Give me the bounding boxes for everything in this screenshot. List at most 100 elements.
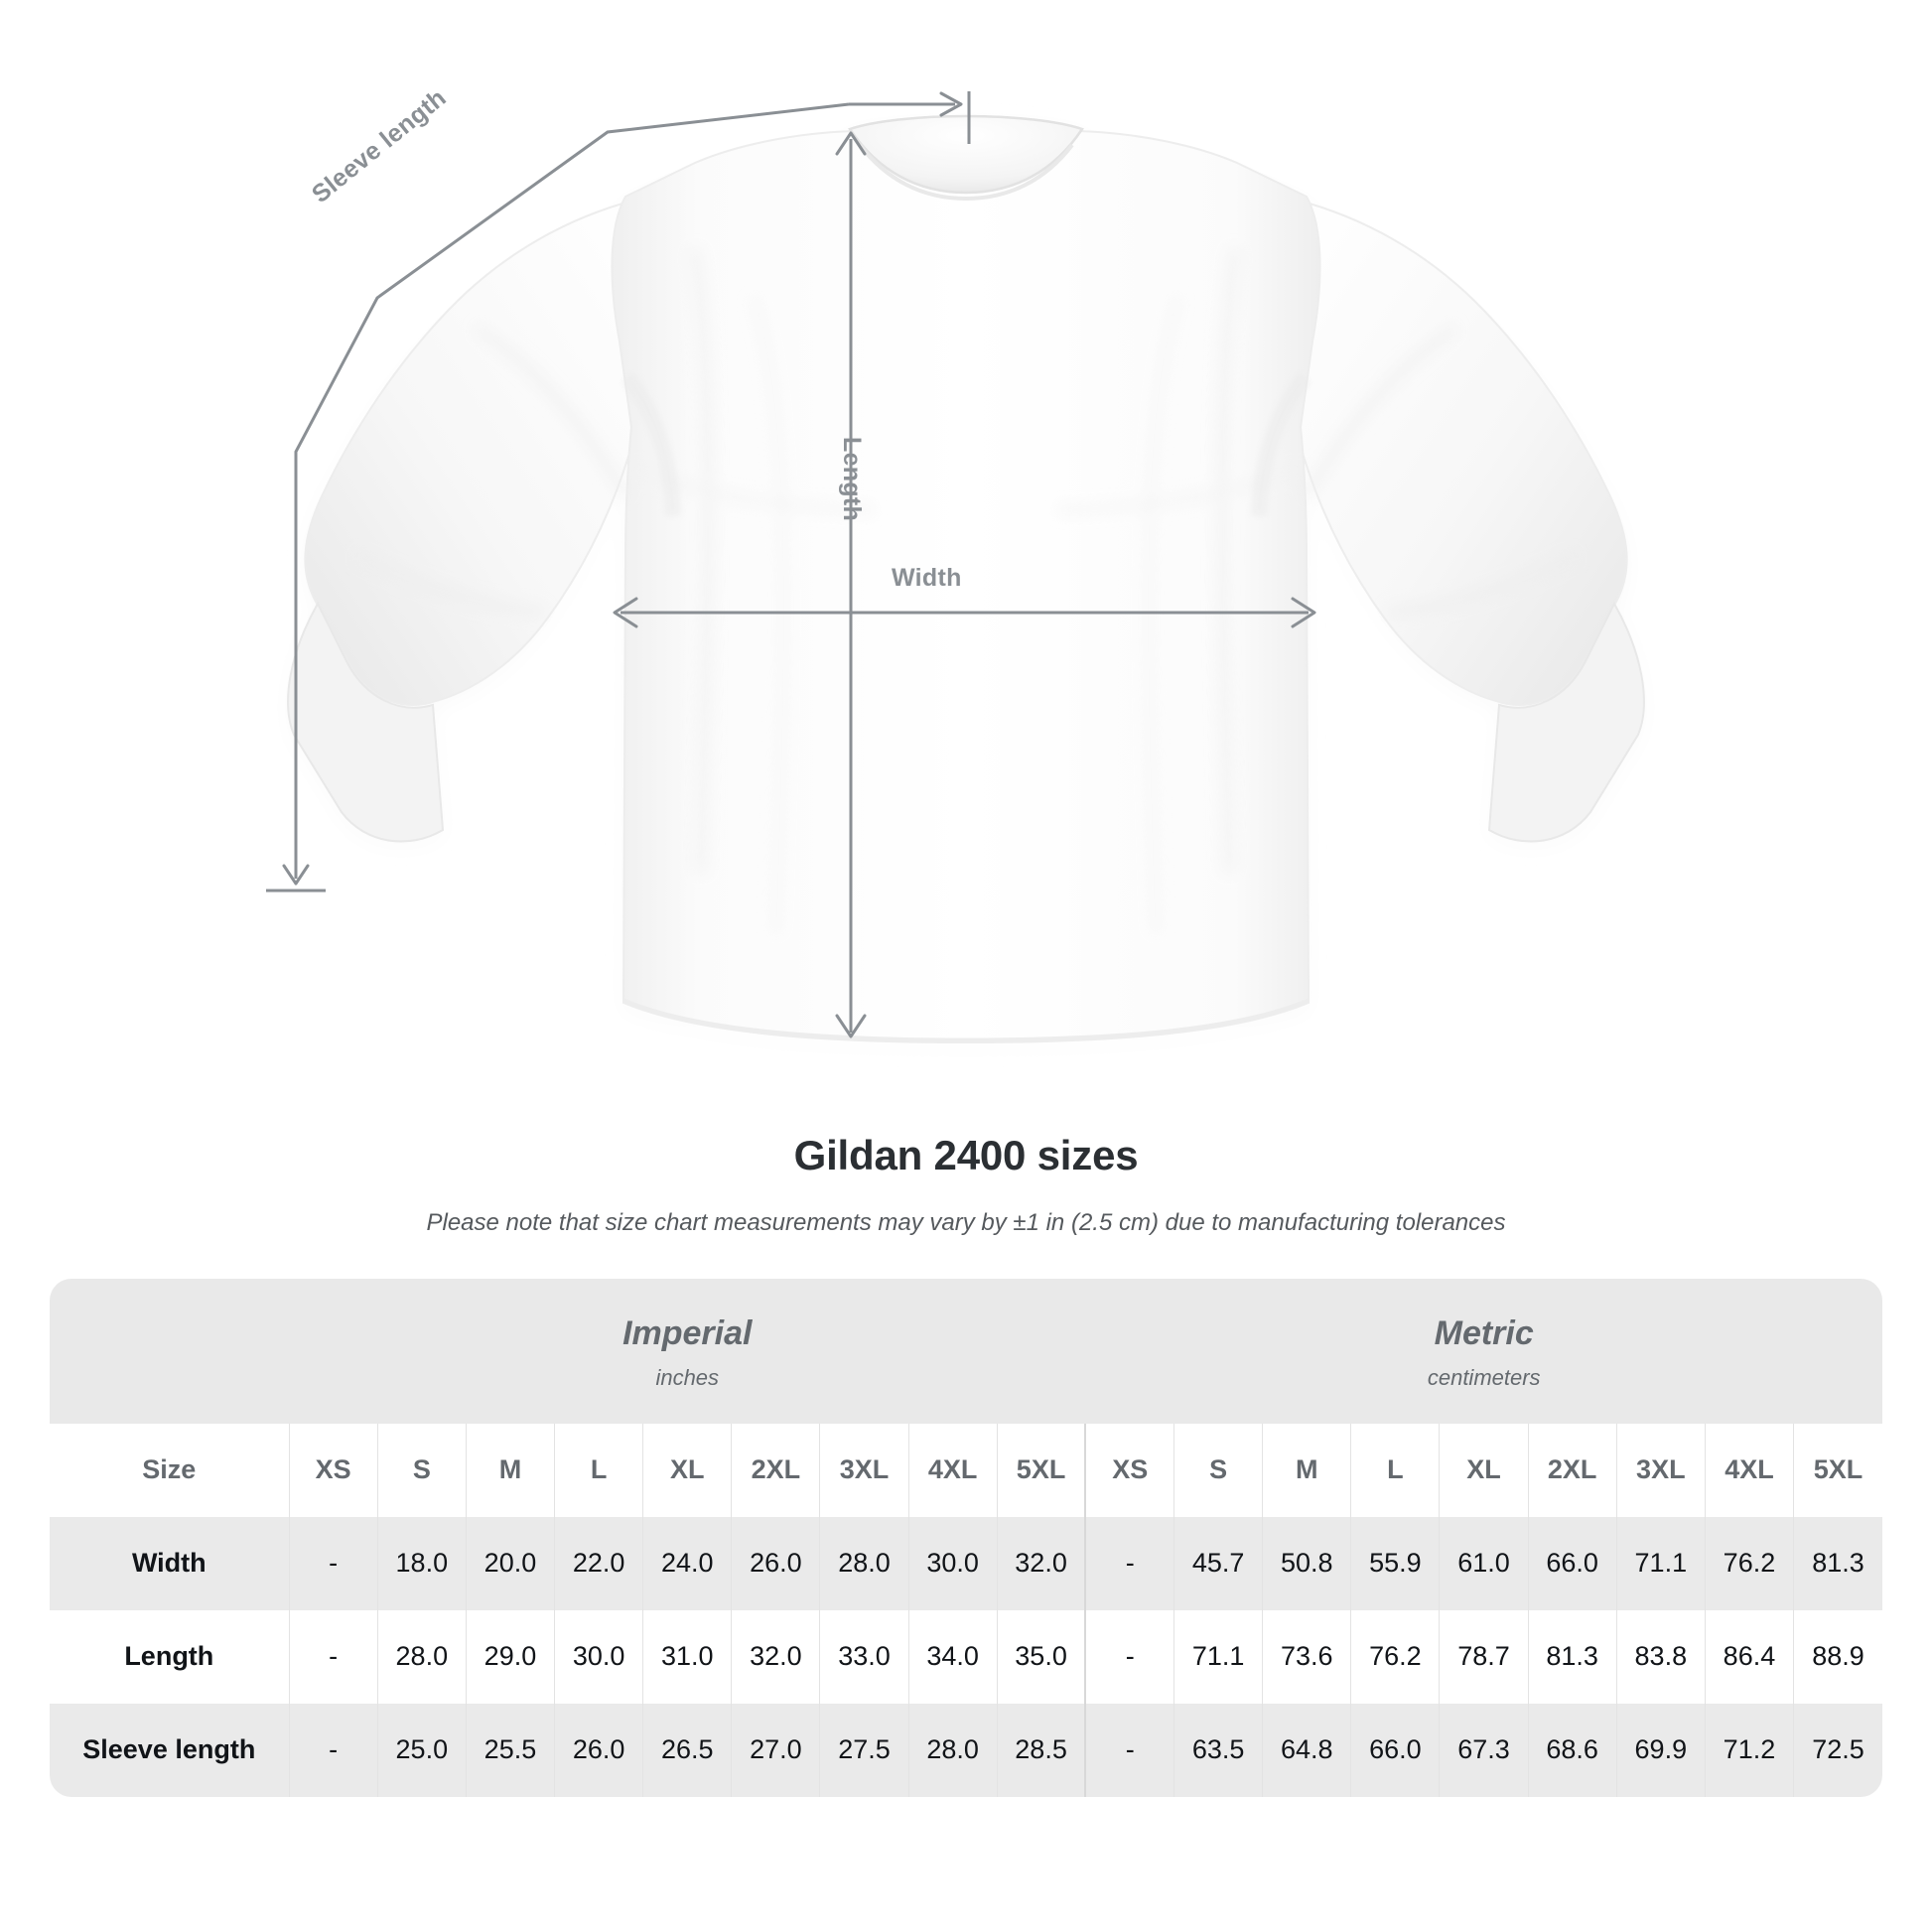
size-table: Imperial inches Metric centimeters Size …: [50, 1279, 1882, 1797]
header-size-metric-xs: XS: [1084, 1423, 1174, 1517]
cell-length-in-xl: 31.0: [642, 1609, 732, 1704]
cell-width-in-s: 18.0: [376, 1516, 467, 1610]
table-row: Sleeve length - 25.0 25.5 26.0 26.5 27.0…: [50, 1703, 1882, 1797]
cell-width-in-5xl: 32.0: [996, 1516, 1086, 1610]
imperial-unit: inches: [655, 1364, 720, 1390]
cell-length-in-l: 30.0: [554, 1609, 643, 1704]
cell-width-cm-3xl: 71.1: [1615, 1516, 1706, 1610]
width-annotation-label: Width: [892, 564, 962, 592]
cell-sleeve-in-5xl: 28.5: [996, 1703, 1086, 1797]
cell-width-in-m: 20.0: [465, 1516, 555, 1610]
cell-length-in-3xl: 33.0: [819, 1609, 909, 1704]
cell-sleeve-cm-4xl: 71.2: [1704, 1703, 1794, 1797]
size-header-row: Size XS S M L XL 2XL 3XL 4XL 5XL XS S M …: [50, 1423, 1882, 1517]
header-size-metric-4xl: 4XL: [1704, 1423, 1794, 1517]
header-size-imperial-5xl: 5XL: [996, 1423, 1086, 1517]
left-sleeve: [304, 202, 641, 706]
cell-width-cm-xl: 61.0: [1439, 1516, 1529, 1610]
cell-length-in-2xl: 32.0: [731, 1609, 820, 1704]
cell-sleeve-in-m: 25.5: [465, 1703, 555, 1797]
length-annotation-label: Length: [838, 437, 866, 522]
cell-width-cm-2xl: 66.0: [1527, 1516, 1617, 1610]
bottom-hem: [622, 998, 1310, 1043]
header-size-imperial-m: M: [465, 1423, 555, 1517]
cell-length-cm-5xl: 88.9: [1793, 1609, 1882, 1704]
cell-length-in-4xl: 34.0: [907, 1609, 998, 1704]
cell-width-cm-4xl: 76.2: [1704, 1516, 1794, 1610]
row-label-length: Length: [50, 1609, 290, 1704]
table-row: Width - 18.0 20.0 22.0 24.0 26.0 28.0 30…: [50, 1516, 1882, 1610]
unit-spacer-cell: [50, 1279, 290, 1424]
cell-sleeve-cm-xl: 67.3: [1439, 1703, 1529, 1797]
shirt-body: [611, 129, 1321, 1044]
cell-length-in-s: 28.0: [376, 1609, 467, 1704]
header-size-metric-s: S: [1173, 1423, 1263, 1517]
cell-length-cm-2xl: 81.3: [1527, 1609, 1617, 1704]
cell-width-in-2xl: 26.0: [731, 1516, 820, 1610]
metric-system-cell: Metric centimeters: [1085, 1279, 1882, 1424]
cell-width-cm-l: 55.9: [1350, 1516, 1440, 1610]
cell-sleeve-cm-s: 63.5: [1173, 1703, 1263, 1797]
header-size-metric-l: L: [1350, 1423, 1440, 1517]
cell-sleeve-cm-m: 64.8: [1262, 1703, 1351, 1797]
page-title: Gildan 2400 sizes: [793, 1132, 1139, 1178]
header-size-imperial-xl: XL: [642, 1423, 732, 1517]
cell-width-cm-xs: -: [1084, 1516, 1174, 1610]
header-size-imperial-2xl: 2XL: [731, 1423, 820, 1517]
long-sleeve-shirt-illustration: [287, 114, 1645, 1044]
cell-width-in-xs: -: [288, 1516, 378, 1610]
metric-unit: centimeters: [1427, 1364, 1541, 1390]
cell-width-in-3xl: 28.0: [819, 1516, 909, 1610]
cell-sleeve-cm-3xl: 69.9: [1615, 1703, 1706, 1797]
tolerance-note: Please note that size chart measurements…: [426, 1209, 1506, 1236]
cell-sleeve-in-l: 26.0: [554, 1703, 643, 1797]
header-size-metric-3xl: 3XL: [1615, 1423, 1706, 1517]
cell-width-in-l: 22.0: [554, 1516, 643, 1610]
cell-length-in-m: 29.0: [465, 1609, 555, 1704]
cell-sleeve-in-s: 25.0: [376, 1703, 467, 1797]
header-size-metric-5xl: 5XL: [1793, 1423, 1882, 1517]
cell-sleeve-in-xs: -: [288, 1703, 378, 1797]
size-table-container: Imperial inches Metric centimeters Size …: [50, 1279, 1882, 1797]
header-size-metric-m: M: [1262, 1423, 1351, 1517]
cell-length-cm-s: 71.1: [1173, 1609, 1263, 1704]
header-size-imperial-s: S: [376, 1423, 467, 1517]
size-header-label: Size: [50, 1423, 290, 1517]
header-size-imperial-xs: XS: [288, 1423, 378, 1517]
cell-length-cm-3xl: 83.8: [1615, 1609, 1706, 1704]
header-size-imperial-3xl: 3XL: [819, 1423, 909, 1517]
right-sleeve: [1291, 202, 1628, 706]
cell-sleeve-cm-l: 66.0: [1350, 1703, 1440, 1797]
cell-width-cm-m: 50.8: [1262, 1516, 1351, 1610]
cell-length-cm-xs: -: [1084, 1609, 1174, 1704]
row-label-sleeve-length: Sleeve length: [50, 1703, 290, 1797]
cell-length-cm-l: 76.2: [1350, 1609, 1440, 1704]
header-size-metric-xl: XL: [1439, 1423, 1529, 1517]
cell-sleeve-in-3xl: 27.5: [819, 1703, 909, 1797]
cell-length-cm-4xl: 86.4: [1704, 1609, 1794, 1704]
cell-width-in-xl: 24.0: [642, 1516, 732, 1610]
collar-seam: [858, 143, 1074, 202]
cell-length-in-xs: -: [288, 1609, 378, 1704]
row-label-width: Width: [50, 1516, 290, 1610]
header-size-imperial-l: L: [554, 1423, 643, 1517]
cell-length-cm-m: 73.6: [1262, 1609, 1351, 1704]
header-size-imperial-4xl: 4XL: [907, 1423, 998, 1517]
cell-sleeve-cm-2xl: 68.6: [1527, 1703, 1617, 1797]
cell-sleeve-in-xl: 26.5: [642, 1703, 732, 1797]
collar: [848, 114, 1084, 195]
cell-width-cm-5xl: 81.3: [1793, 1516, 1882, 1610]
imperial-system-cell: Imperial inches: [289, 1279, 1086, 1424]
cell-sleeve-in-2xl: 27.0: [731, 1703, 820, 1797]
cell-sleeve-cm-5xl: 72.5: [1793, 1703, 1882, 1797]
header-size-metric-2xl: 2XL: [1527, 1423, 1617, 1517]
cell-width-cm-s: 45.7: [1173, 1516, 1263, 1610]
garment-diagram: Sleeve length Length Width: [266, 83, 1645, 1044]
right-cuff: [1487, 601, 1645, 843]
unit-system-row: Imperial inches Metric centimeters: [50, 1279, 1882, 1424]
cell-sleeve-cm-xs: -: [1084, 1703, 1174, 1797]
cell-sleeve-in-4xl: 28.0: [907, 1703, 998, 1797]
table-row: Length - 28.0 29.0 30.0 31.0 32.0 33.0 3…: [50, 1609, 1882, 1704]
cell-length-cm-xl: 78.7: [1439, 1609, 1529, 1704]
imperial-label: Imperial: [622, 1314, 753, 1352]
